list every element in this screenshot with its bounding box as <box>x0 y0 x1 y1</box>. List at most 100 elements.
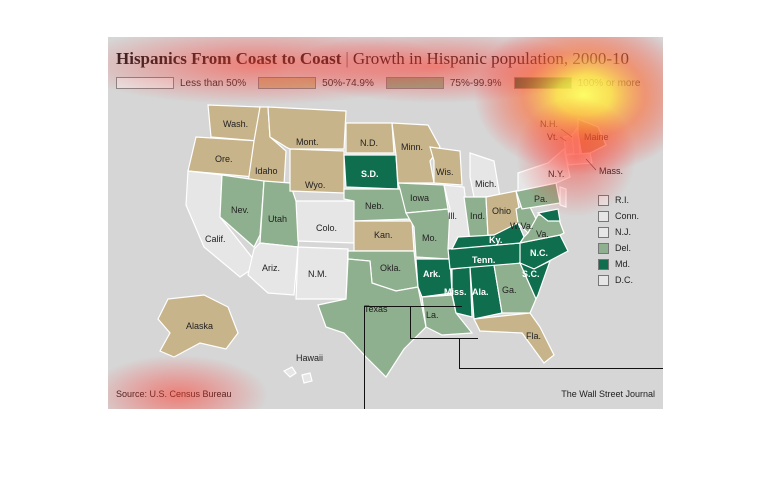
label-calif: Calif. <box>205 234 226 244</box>
label-fla: Fla. <box>526 331 541 341</box>
label-wash: Wash. <box>223 119 248 129</box>
state-hawaii-1 <box>282 366 297 378</box>
guide-line <box>459 338 460 368</box>
label-kan: Kan. <box>374 230 393 240</box>
label-wyo: Wyo. <box>305 180 325 190</box>
label-ariz: Ariz. <box>262 263 280 273</box>
small-state-item: Md. <box>598 256 639 272</box>
label-ala: Ala. <box>472 287 489 297</box>
small-state-item: Conn. <box>598 208 639 224</box>
state-mass <box>565 152 593 166</box>
label-ill: Ill. <box>448 211 457 221</box>
small-state-swatch <box>598 194 609 206</box>
legend-swatch-lt50 <box>116 77 174 89</box>
small-state-item: N.J. <box>598 224 639 240</box>
label-nev: Nev. <box>231 205 249 215</box>
label-iowa: Iowa <box>410 193 429 203</box>
small-state-label: Md. <box>615 259 631 269</box>
title-sub: Growth in Hispanic population, 2000-10 <box>352 49 630 68</box>
state-sc <box>518 259 552 301</box>
small-state-swatch <box>598 274 609 286</box>
legend-swatch-75 <box>385 77 444 89</box>
label-tenn: Tenn. <box>472 255 495 265</box>
label-minn: Minn. <box>401 142 423 152</box>
small-state-label: D.C. <box>615 275 633 285</box>
label-mass: Mass. <box>599 166 623 176</box>
state-texas <box>317 258 427 378</box>
label-ky: Ky. <box>489 235 502 245</box>
legend-label: 75%-99.9% <box>449 77 502 89</box>
small-state-swatch <box>598 258 609 270</box>
title-main: Hispanics From Coast to Coast <box>116 49 342 68</box>
state-ark <box>415 258 453 298</box>
label-hawaii: Hawaii <box>296 353 323 363</box>
guide-line <box>364 306 462 307</box>
label-mich: Mich. <box>475 179 497 189</box>
state-nd <box>345 122 395 154</box>
label-mont: Mont. <box>296 137 319 147</box>
guide-line <box>410 338 478 339</box>
label-la: La. <box>426 310 439 320</box>
guide-line <box>364 306 365 409</box>
small-states-legend: R.I. Conn. N.J. Del. Md. D.C. <box>598 192 639 288</box>
label-pa: Pa. <box>534 194 548 204</box>
legend-item: 75%-99.9% <box>385 77 502 89</box>
label-ind: Ind. <box>470 211 485 221</box>
label-colo: Colo. <box>316 223 337 233</box>
label-ga: Ga. <box>502 285 517 295</box>
guide-line <box>410 306 411 338</box>
state-fla <box>473 312 555 364</box>
label-maine: Maine <box>584 132 609 142</box>
state-colo <box>295 200 355 244</box>
source-note: Source: U.S. Census Bureau <box>116 389 232 399</box>
label-nc: N.C. <box>530 248 548 258</box>
legend-swatch-50 <box>258 77 317 89</box>
state-nj <box>559 186 567 208</box>
label-ohio: Ohio <box>492 206 511 216</box>
small-state-swatch <box>598 242 609 254</box>
state-alaska <box>157 294 239 358</box>
state-wis <box>429 146 463 186</box>
label-mo: Mo. <box>422 233 437 243</box>
small-state-swatch <box>598 210 609 222</box>
label-nh: N.H. <box>540 119 558 129</box>
label-miss: Miss. <box>444 287 467 297</box>
label-texas: Texas <box>364 304 388 314</box>
map-title: Hispanics From Coast to Coast | Growth in … <box>116 49 629 69</box>
label-nm: N.M. <box>308 269 327 279</box>
label-utah: Utah <box>268 214 287 224</box>
state-nev <box>219 174 265 248</box>
us-map: Wash. Ore. Idaho Mont. Wyo. N.D. S.D. Mi… <box>157 104 623 384</box>
label-sd: S.D. <box>361 169 379 179</box>
guide-line <box>459 368 663 369</box>
state-mich <box>469 152 501 198</box>
small-state-swatch <box>598 226 609 238</box>
publisher-credit: The Wall Street Journal <box>561 389 655 399</box>
small-state-label: N.J. <box>615 227 632 237</box>
state-hawaii-2 <box>301 372 313 384</box>
legend-item: 100% or more <box>513 77 640 89</box>
label-sc: S.C. <box>522 269 540 279</box>
label-ny: N.Y. <box>548 169 564 179</box>
small-state-label: Del. <box>615 243 632 253</box>
legend-label: Less than 50% <box>180 77 247 89</box>
legend-swatch-100 <box>513 77 572 89</box>
label-idaho: Idaho <box>255 166 278 176</box>
label-okla: Okla. <box>380 263 401 273</box>
state-minn <box>391 122 441 184</box>
label-vt: Vt. <box>547 132 558 142</box>
label-wva: W.Va. <box>510 221 533 231</box>
legend-item: 50%-74.9% <box>258 77 374 89</box>
label-neb: Neb. <box>365 201 384 211</box>
small-state-item: D.C. <box>598 272 639 288</box>
label-ark: Ark. <box>423 269 441 279</box>
small-state-label: R.I. <box>615 195 630 205</box>
label-alaska: Alaska <box>186 321 213 331</box>
label-nd: N.D. <box>360 138 378 148</box>
map-panel: Wash. Ore. Idaho Mont. Wyo. N.D. S.D. Mi… <box>108 37 663 409</box>
title-separator: | <box>345 49 349 68</box>
label-ore: Ore. <box>215 154 233 164</box>
legend-label: 50%-74.9% <box>322 77 374 89</box>
label-va: Va. <box>536 229 549 239</box>
label-wis: Wis. <box>436 167 454 177</box>
